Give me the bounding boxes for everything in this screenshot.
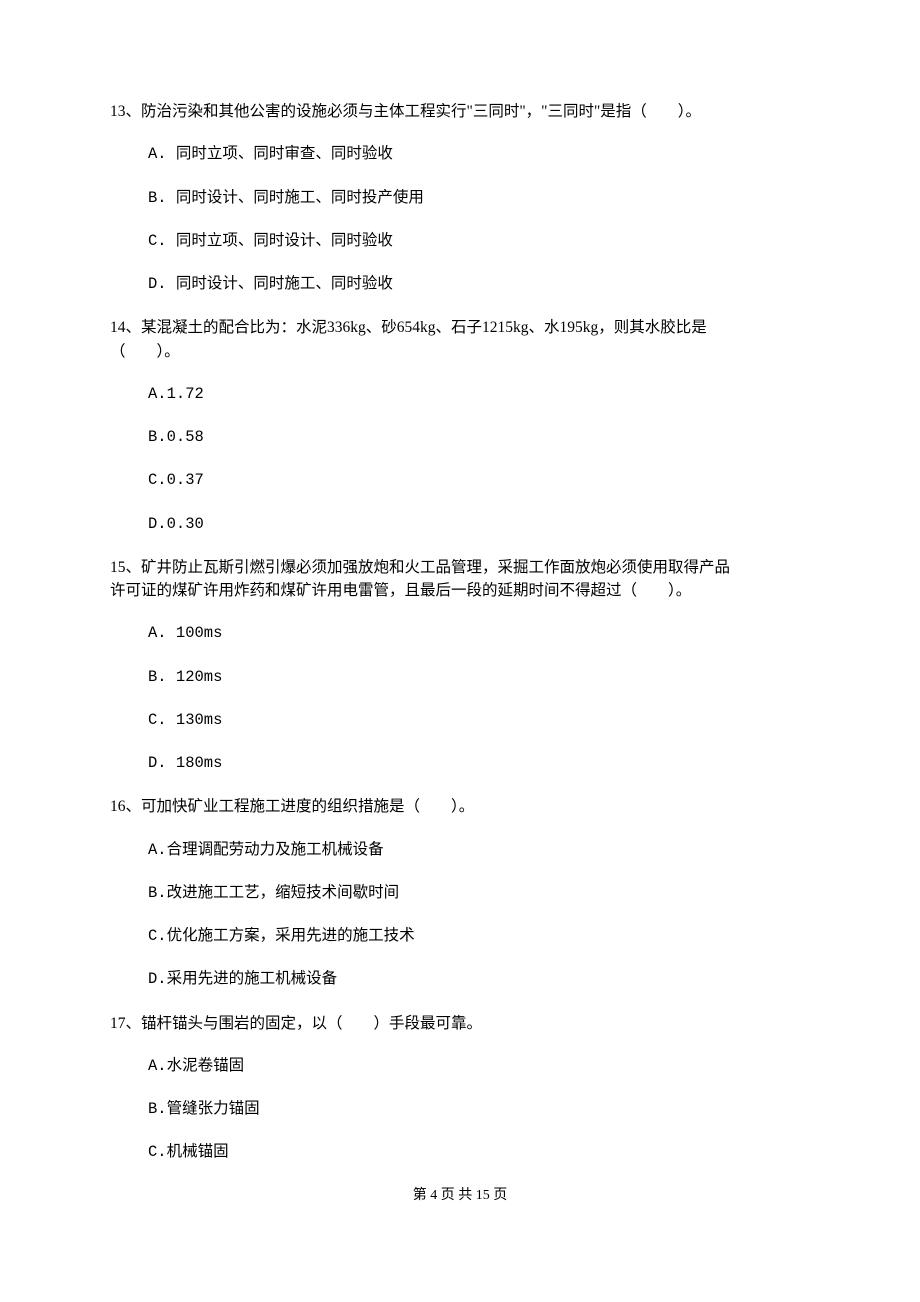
option-d: D.采用先进的施工机械设备: [110, 968, 810, 991]
option-b: B.改进施工工艺，缩短技术间歇时间: [110, 882, 810, 905]
option-a: A.合理调配劳动力及施工机械设备: [110, 839, 810, 862]
question-stem-line1: 15、矿井防止瓦斯引燃引爆必须加强放炮和火工品管理，采掘工作面放炮必须使用取得产…: [110, 556, 810, 579]
question-stem: 13、防治污染和其他公害的设施必须与主体工程实行"三同时"，"三同时"是指（ ）…: [110, 100, 810, 123]
question-stem: 17、锚杆锚头与围岩的固定，以（ ）手段最可靠。: [110, 1012, 810, 1035]
page-footer: 第 4 页 共 15 页: [110, 1185, 810, 1206]
option-d: D.0.30: [110, 513, 810, 536]
option-a: A.水泥卷锚固: [110, 1055, 810, 1078]
option-b: B.0.58: [110, 426, 810, 449]
question-13: 13、防治污染和其他公害的设施必须与主体工程实行"三同时"，"三同时"是指（ ）…: [110, 100, 810, 296]
question-stem-line1: 14、某混凝土的配合比为：水泥336kg、砂654kg、石子1215kg、水19…: [110, 316, 810, 339]
option-d: D. 同时设计、同时施工、同时验收: [110, 273, 810, 296]
document-page: 13、防治污染和其他公害的设施必须与主体工程实行"三同时"，"三同时"是指（ ）…: [0, 0, 920, 1236]
question-stem-line2: 许可证的煤矿许用炸药和煤矿许用电雷管，且最后一段的延期时间不得超过（ ）。: [110, 579, 810, 602]
question-15: 15、矿井防止瓦斯引燃引爆必须加强放炮和火工品管理，采掘工作面放炮必须使用取得产…: [110, 556, 810, 776]
question-14: 14、某混凝土的配合比为：水泥336kg、砂654kg、石子1215kg、水19…: [110, 316, 810, 536]
option-c: C. 同时立项、同时设计、同时验收: [110, 230, 810, 253]
option-b: B. 同时设计、同时施工、同时投产使用: [110, 187, 810, 210]
question-17: 17、锚杆锚头与围岩的固定，以（ ）手段最可靠。 A.水泥卷锚固 B.管缝张力锚…: [110, 1012, 810, 1165]
option-b: B. 120ms: [110, 666, 810, 689]
option-a: A.1.72: [110, 383, 810, 406]
question-16: 16、可加快矿业工程施工进度的组织措施是（ ）。 A.合理调配劳动力及施工机械设…: [110, 795, 810, 991]
option-c: C.机械锚固: [110, 1141, 810, 1164]
option-a: A. 100ms: [110, 622, 810, 645]
option-b: B.管缝张力锚固: [110, 1098, 810, 1121]
question-stem: 16、可加快矿业工程施工进度的组织措施是（ ）。: [110, 795, 810, 818]
option-c: C.优化施工方案，采用先进的施工技术: [110, 925, 810, 948]
option-c: C. 130ms: [110, 709, 810, 732]
option-a: A. 同时立项、同时审查、同时验收: [110, 143, 810, 166]
option-c: C.0.37: [110, 469, 810, 492]
question-stem-line2: （ ）。: [110, 340, 810, 363]
option-d: D. 180ms: [110, 752, 810, 775]
